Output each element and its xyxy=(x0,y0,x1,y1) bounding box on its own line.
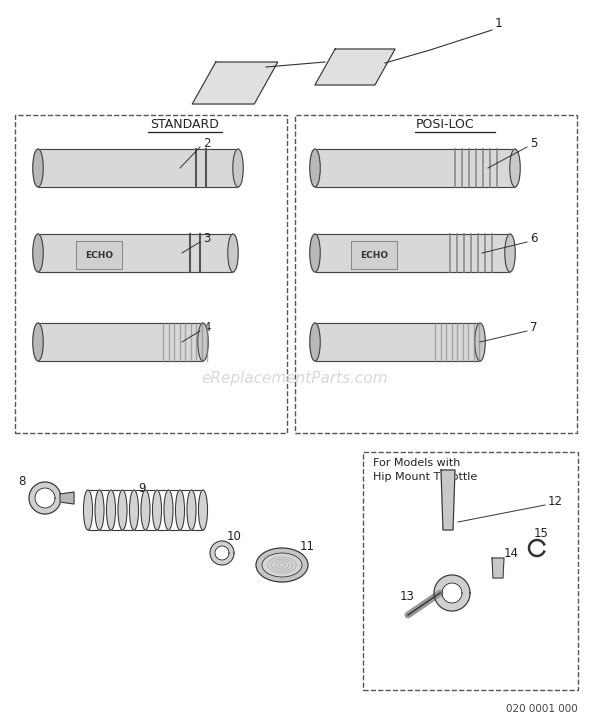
Polygon shape xyxy=(434,575,470,611)
Polygon shape xyxy=(492,558,504,578)
Text: 10: 10 xyxy=(227,530,242,543)
Text: 7: 7 xyxy=(530,321,537,334)
Text: 8: 8 xyxy=(18,475,25,488)
Ellipse shape xyxy=(198,490,208,530)
Bar xyxy=(295,115,577,433)
Ellipse shape xyxy=(187,490,196,530)
Text: 3: 3 xyxy=(203,232,211,245)
Text: 6: 6 xyxy=(530,232,537,245)
Text: ECHO: ECHO xyxy=(360,250,388,260)
Text: 12: 12 xyxy=(548,495,563,508)
Text: 2: 2 xyxy=(203,137,211,150)
Ellipse shape xyxy=(262,553,302,577)
Ellipse shape xyxy=(141,490,150,530)
Text: 14: 14 xyxy=(504,547,519,560)
Ellipse shape xyxy=(505,234,515,272)
Text: 11: 11 xyxy=(300,540,315,553)
Polygon shape xyxy=(38,149,238,187)
Polygon shape xyxy=(315,323,480,361)
Text: ECHO: ECHO xyxy=(85,250,113,260)
Text: STANDARD: STANDARD xyxy=(150,119,219,132)
Ellipse shape xyxy=(33,234,43,272)
Polygon shape xyxy=(210,541,234,565)
Ellipse shape xyxy=(164,490,173,530)
Bar xyxy=(363,452,578,690)
Ellipse shape xyxy=(310,149,320,187)
Ellipse shape xyxy=(33,323,43,361)
Text: eReplacementParts.com: eReplacementParts.com xyxy=(202,370,388,385)
Text: POSI-LOC: POSI-LOC xyxy=(416,119,474,132)
Polygon shape xyxy=(215,546,229,560)
Text: 9: 9 xyxy=(138,482,146,495)
Text: 5: 5 xyxy=(530,137,537,150)
Polygon shape xyxy=(38,323,203,361)
Polygon shape xyxy=(315,234,510,272)
Ellipse shape xyxy=(310,323,320,361)
Ellipse shape xyxy=(310,234,320,272)
Bar xyxy=(15,115,287,433)
Ellipse shape xyxy=(118,490,127,530)
Ellipse shape xyxy=(107,490,116,530)
Text: 15: 15 xyxy=(534,527,549,540)
Polygon shape xyxy=(35,488,55,508)
Ellipse shape xyxy=(510,149,520,187)
Ellipse shape xyxy=(475,323,485,361)
Ellipse shape xyxy=(95,490,104,530)
Polygon shape xyxy=(29,482,61,514)
Text: 13: 13 xyxy=(400,590,415,603)
Ellipse shape xyxy=(256,548,308,582)
Ellipse shape xyxy=(233,149,243,187)
Text: For Models with
Hip Mount Throttle: For Models with Hip Mount Throttle xyxy=(373,458,477,482)
Ellipse shape xyxy=(152,490,162,530)
Ellipse shape xyxy=(84,490,93,530)
Polygon shape xyxy=(315,49,395,85)
Ellipse shape xyxy=(129,490,139,530)
Polygon shape xyxy=(442,583,462,603)
Text: 020 0001 000: 020 0001 000 xyxy=(506,704,578,714)
Polygon shape xyxy=(315,149,515,187)
Polygon shape xyxy=(38,234,233,272)
Ellipse shape xyxy=(175,490,185,530)
Text: 4: 4 xyxy=(203,321,211,334)
Polygon shape xyxy=(60,492,74,504)
Ellipse shape xyxy=(198,323,208,361)
Polygon shape xyxy=(192,62,278,104)
Ellipse shape xyxy=(33,149,43,187)
Polygon shape xyxy=(441,470,455,530)
Ellipse shape xyxy=(228,234,238,272)
Text: 1: 1 xyxy=(495,17,503,30)
